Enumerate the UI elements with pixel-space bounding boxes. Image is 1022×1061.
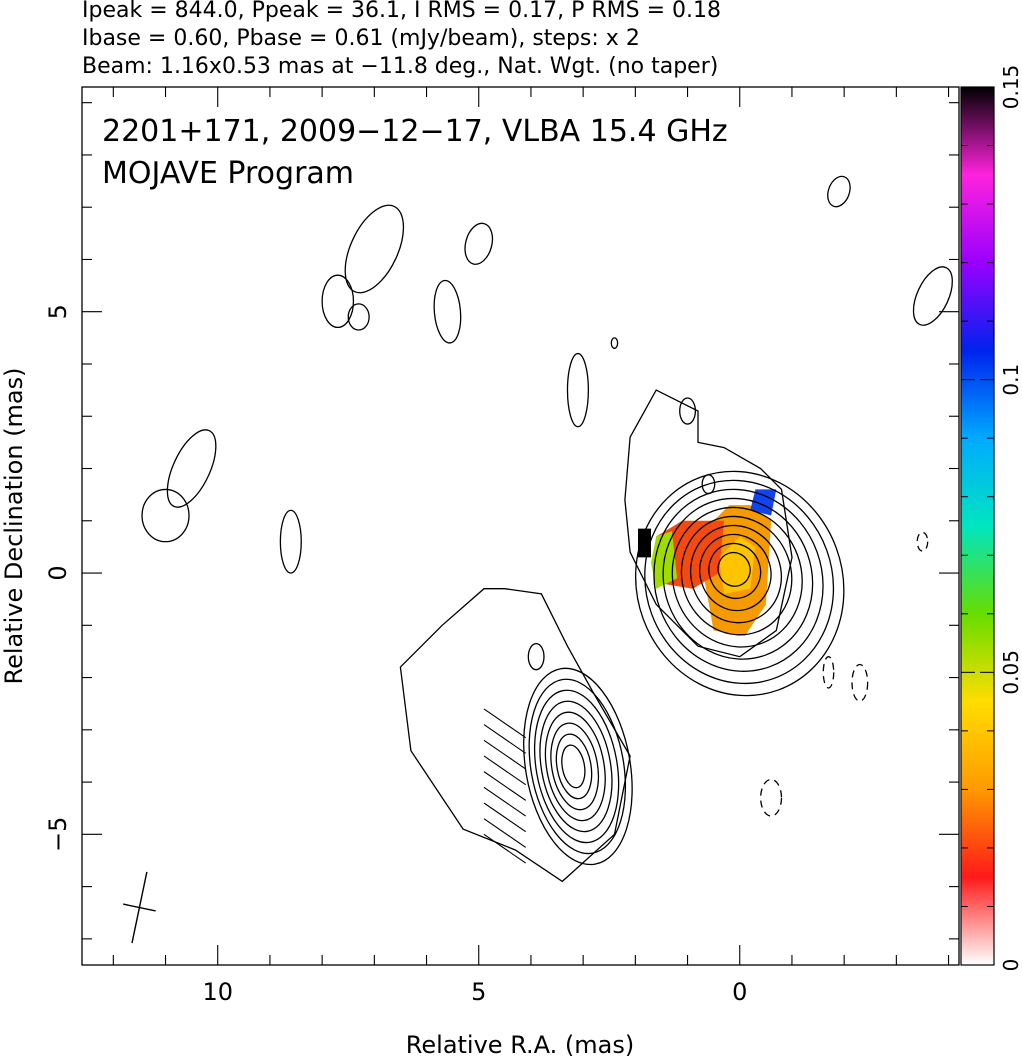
core-contour xyxy=(644,479,835,685)
x-tick-label: 10 xyxy=(202,978,233,1006)
noise-contour xyxy=(347,303,370,331)
core-contour xyxy=(717,551,751,587)
colorbar-tick-label: 0.1 xyxy=(999,364,1022,396)
noise-contour xyxy=(166,429,217,508)
noise-contour xyxy=(759,778,783,817)
noise-contour xyxy=(610,337,619,349)
core-contour xyxy=(680,515,793,636)
x-axis-label: Relative R.A. (mas) xyxy=(406,1031,634,1059)
knot-hatch xyxy=(483,739,527,770)
noise-contour xyxy=(464,222,494,265)
header-line-beam: Beam: 1.16x0.53 mas at −11.8 deg., Nat. … xyxy=(82,54,718,79)
y-tick-label: 0 xyxy=(44,565,72,580)
noise-contour xyxy=(433,279,462,344)
header-line-peaks: Ipeak = 844.0, Ppeak = 36.1, I RMS = 0.1… xyxy=(82,0,721,23)
noise-contour xyxy=(679,397,697,425)
colorbar-tick-label: 0.05 xyxy=(999,650,1022,695)
core-contour xyxy=(699,533,772,612)
core-contour xyxy=(708,542,762,600)
noise-contour xyxy=(916,531,929,552)
core-contour xyxy=(662,497,814,660)
knot-envelope xyxy=(399,588,631,883)
knot-hatch xyxy=(483,755,527,786)
y-tick-label: −5 xyxy=(44,817,72,852)
colorbar-tick-label: 0.15 xyxy=(999,65,1022,110)
core-contour xyxy=(689,524,783,624)
noise-contour xyxy=(827,175,851,208)
knot-hatch xyxy=(483,724,527,754)
knot-hatch xyxy=(483,771,527,801)
knot-contour xyxy=(533,689,620,844)
knot-hatch xyxy=(483,708,527,739)
x-tick-label: 5 xyxy=(471,978,486,1006)
knot-contour xyxy=(550,722,600,811)
knot-contour xyxy=(528,678,627,855)
noise-contour xyxy=(279,509,302,574)
x-tick-label: 0 xyxy=(732,978,747,1006)
noise-contour xyxy=(851,663,869,702)
axis-ticks: 10 5 0 5 0 −5 xyxy=(44,87,959,1006)
colorbar-ticks: 0 0.05 0.1 0.15 xyxy=(961,65,1022,972)
source-annotation: 2201+171, 2009−12−17, VLBA 15.4 GHz xyxy=(102,114,728,149)
knot-contour xyxy=(544,711,606,822)
colorbar xyxy=(960,86,995,966)
noise-contour xyxy=(344,204,405,294)
knot-contour xyxy=(555,733,593,800)
knot-contour xyxy=(561,744,586,789)
knot-hatch xyxy=(483,818,527,848)
knot-contour xyxy=(523,667,633,866)
noise-contour xyxy=(701,474,716,495)
knot-contour xyxy=(539,700,613,833)
colorbar-tick-label: 0 xyxy=(999,959,1022,972)
core-contour xyxy=(634,470,845,697)
noise-contour xyxy=(141,488,190,543)
y-tick-label: 5 xyxy=(44,304,72,319)
beam-minor-axis xyxy=(123,903,156,912)
noise-contour xyxy=(912,266,953,326)
y-axis-label: Relative Declination (mas) xyxy=(0,367,28,684)
polarization-core-highlight xyxy=(718,536,756,594)
header-line-base: Ibase = 0.60, Pbase = 0.61 (mJy/beam), s… xyxy=(82,26,640,51)
core-envelope xyxy=(624,389,793,658)
knot-hatch xyxy=(483,786,527,817)
noise-contour xyxy=(321,274,355,329)
noise-contour xyxy=(566,352,590,428)
program-annotation: MOJAVE Program xyxy=(102,156,354,191)
noise-contour xyxy=(527,642,545,671)
knot-hatch xyxy=(483,833,527,864)
knot-hatch xyxy=(483,802,527,833)
noise-contour xyxy=(822,656,835,689)
contour-layer xyxy=(123,175,953,944)
core-contour xyxy=(671,506,803,648)
plot-frame xyxy=(81,86,960,966)
